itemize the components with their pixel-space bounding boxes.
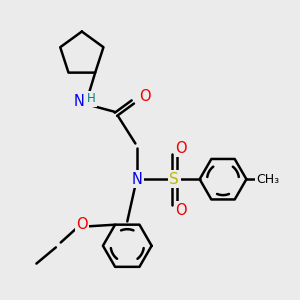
Text: O: O <box>76 217 88 232</box>
Text: O: O <box>175 141 187 156</box>
Text: N: N <box>74 94 85 109</box>
Text: CH₃: CH₃ <box>256 173 280 186</box>
Text: S: S <box>169 172 179 187</box>
Text: H: H <box>87 92 96 105</box>
Text: O: O <box>175 202 187 217</box>
Text: O: O <box>139 89 150 104</box>
Text: N: N <box>132 172 142 187</box>
